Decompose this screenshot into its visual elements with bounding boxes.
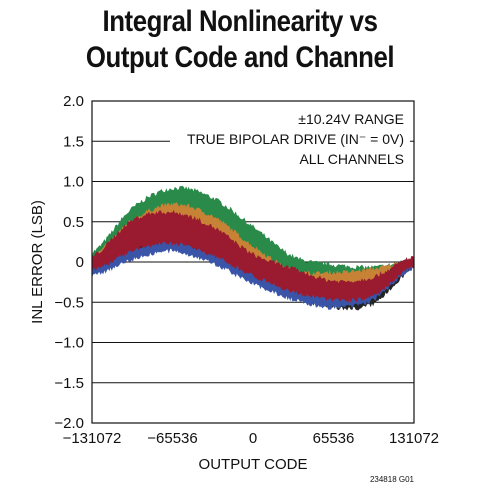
y-axis-label: INL ERROR (LSB)	[29, 200, 46, 324]
chart-title-line-1: Integral Nonlinearity vs	[102, 5, 378, 38]
y-tick-labels: 2.0 1.5 1.0 0.5 0 −0.5 −1.0 −1.5 −2.0	[54, 93, 84, 432]
series-band-5	[92, 209, 414, 304]
x-tick-label: 0	[249, 430, 257, 447]
x-tick-label: −65536	[147, 430, 197, 447]
y-tick-label: 0	[76, 254, 84, 271]
figure-id: 234818 G01	[370, 475, 415, 484]
y-tick-label: −2.0	[54, 415, 84, 432]
x-tick-label: −131072	[63, 430, 122, 447]
annotation-range: ±10.24V RANGE	[298, 111, 404, 127]
y-tick-label: −0.5	[54, 294, 84, 311]
annotation-drive: TRUE BIPOLAR DRIVE (IN⁻ = 0V)	[187, 131, 404, 147]
grid-lines	[92, 140, 414, 384]
annotation-background	[170, 107, 410, 171]
chart-title: Integral Nonlinearity vs Output Code and…	[34, 4, 447, 76]
y-tick-label: −1.5	[54, 375, 84, 392]
x-axis-label: OUTPUT CODE	[199, 456, 308, 473]
chart-title-line-2: Output Code and Channel	[85, 41, 395, 74]
plot-frame	[91, 100, 415, 424]
y-tick-label: 1.5	[63, 133, 84, 150]
annotation-channels: ALL CHANNELS	[299, 151, 404, 167]
x-tick-label: 131072	[389, 430, 439, 447]
y-tick-label: −1.0	[54, 335, 84, 352]
y-tick-label: 0.5	[63, 214, 84, 231]
x-tick-label: 65536	[313, 430, 355, 447]
y-tick-label: 2.0	[63, 93, 84, 110]
series-bands	[92, 185, 414, 311]
y-tick-label: 1.0	[63, 174, 84, 191]
x-tick-labels: −131072 −65536 0 65536 131072	[63, 430, 439, 447]
